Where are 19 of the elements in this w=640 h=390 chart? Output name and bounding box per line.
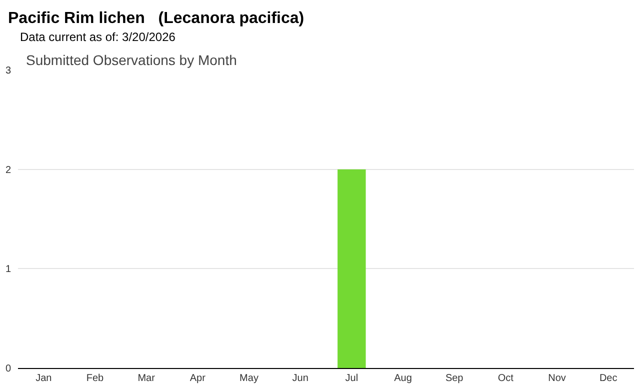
- x-tick-label: Sep: [445, 373, 464, 384]
- x-tick-label: Feb: [86, 373, 104, 384]
- chart-title: Pacific Rim lichen (Lecanora pacifica): [8, 10, 304, 27]
- x-tick-label: Aug: [394, 373, 412, 384]
- y-tick-label: 0: [5, 364, 12, 374]
- x-tick-label: Nov: [548, 373, 566, 384]
- x-tick-label: Jul: [345, 373, 358, 384]
- x-tick-label: Oct: [498, 373, 514, 384]
- x-tick-label: Jan: [36, 373, 52, 384]
- chart-subtitle: Data current as of: 3/20/2026: [20, 30, 176, 44]
- x-tick-label: May: [240, 373, 258, 384]
- text: Submitted Observations by Month: [26, 52, 237, 68]
- x-tick-label: Dec: [599, 373, 618, 384]
- x-tick-label: Mar: [138, 373, 156, 384]
- y-tick-label: 2: [5, 164, 12, 176]
- y-tick-label: 1: [5, 264, 12, 276]
- x-tick-label: Apr: [190, 373, 206, 384]
- y-tick-label: 3: [5, 66, 12, 76]
- x-tick-label: Jun: [292, 373, 308, 384]
